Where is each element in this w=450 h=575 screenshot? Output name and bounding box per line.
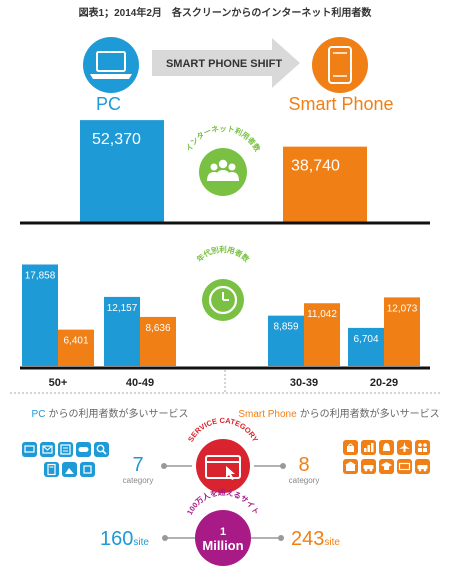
bar-smart-phone: [283, 146, 367, 222]
sp-category-count: 8: [298, 454, 309, 476]
age-tick-label: 40-49: [126, 377, 154, 389]
age-bar-value-label: 17,858: [25, 270, 56, 281]
landscape-icon: [62, 462, 77, 477]
pc-services-title: PC からの利用者数が多いサービス: [32, 407, 189, 420]
laptop-icon: [83, 37, 139, 93]
age-bar-value-label: 12,157: [107, 303, 138, 314]
ticket-icon: [397, 459, 412, 474]
age-tick-label: 20-29: [370, 377, 398, 389]
sp-site-count: 243site: [291, 528, 340, 550]
site-connector-dot-right: [278, 535, 284, 541]
total-users-chart: [80, 120, 367, 222]
search-icon: [94, 442, 109, 457]
smartphone-services-title: Smart Phone からの利用者数が多いサービス: [238, 407, 439, 420]
bell-icon: [379, 440, 394, 455]
age-bar-value-label: 6,704: [353, 334, 378, 345]
age-bar-40-49-s2: [140, 316, 176, 366]
age-bar-value-label: 12,073: [387, 303, 418, 314]
age-tick-label: 50+: [49, 377, 68, 389]
age-users-chart: [22, 264, 420, 366]
bar-value-label: 52,370: [92, 131, 141, 148]
tv-icon: [22, 442, 37, 457]
age-bar-50plus-s1: [22, 264, 58, 366]
bar-chart-icon: [361, 440, 376, 455]
smart-phone-shift-arrow: [152, 38, 300, 88]
pc-category-count: 7: [132, 454, 143, 476]
gamepad-icon: [76, 442, 91, 457]
airplane-icon: [397, 440, 412, 455]
bar-pc: [80, 120, 164, 222]
pc-service-icons: [22, 442, 109, 477]
pc-category-word: category: [123, 476, 154, 485]
age-bar-50plus-s2: [58, 329, 94, 366]
million-number: 1: [220, 526, 226, 538]
newspaper-icon: [58, 442, 73, 457]
clock-icon: [202, 279, 244, 321]
age-bar-30-39-s2: [304, 303, 340, 366]
million-word: Million: [202, 538, 243, 553]
mail-icon: [40, 442, 55, 457]
site-connector-dot-left: [162, 535, 168, 541]
postbox-icon: [80, 462, 95, 477]
age-bar-value-label: 8,636: [145, 323, 170, 334]
pc-site-count: 160site: [100, 528, 149, 550]
age-bar-value-label: 8,859: [273, 322, 298, 333]
age-bar-value-label: 6,401: [63, 336, 88, 347]
car-icon: [361, 459, 376, 474]
store-icon: [343, 459, 358, 474]
age-bar-20-29-s2: [384, 297, 420, 366]
shift-banner-label: SMART PHONE SHIFT: [166, 58, 282, 70]
shopping-bags-icon: [343, 440, 358, 455]
age-tick-label: 30-39: [290, 377, 318, 389]
bar-value-label: 38,740: [291, 158, 340, 175]
age-bar-20-29-s1: [348, 327, 384, 366]
calculator-icon: [44, 462, 59, 477]
million-badge: [195, 510, 251, 566]
graduation-icon: [379, 459, 394, 474]
pc-label: PC: [96, 94, 121, 114]
browser-window-icon: [196, 439, 250, 493]
car-small-icon: [415, 459, 430, 474]
age-bar-value-label: 11,042: [307, 309, 337, 320]
sp-category-word: category: [289, 476, 320, 485]
age-users-badge-text: 年代別利用者数: [194, 244, 252, 264]
smartphone-label: Smart Phone: [288, 94, 393, 114]
smartphone-icon: [312, 37, 368, 93]
smartphone-service-icons: [343, 440, 430, 474]
users-group-icon: [199, 148, 247, 196]
chart-title: 図表1；2014年2月 各スクリーンからのインターネット利用者数: [79, 6, 373, 19]
age-bar-40-49-s1: [104, 296, 140, 366]
people-icon: [415, 440, 430, 455]
age-bar-30-39-s1: [268, 315, 304, 366]
